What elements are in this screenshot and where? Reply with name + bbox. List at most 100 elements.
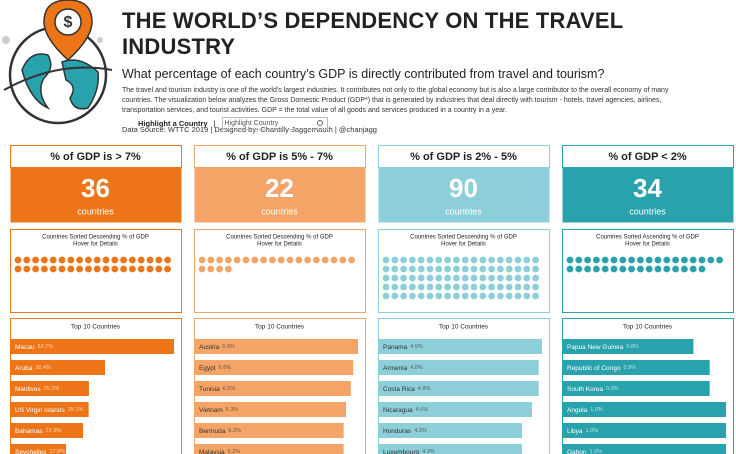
country-dot (409, 283, 416, 291)
country-dot (601, 265, 609, 273)
country-dot (23, 265, 31, 273)
country-dot (321, 256, 329, 264)
country-dot (435, 265, 443, 273)
country-dot (111, 265, 119, 273)
value-label: 6.2% (228, 428, 241, 434)
country-dot (32, 256, 39, 264)
bar-label: Bahamas 23.3% (15, 428, 61, 435)
value-label: 6.2% (228, 449, 241, 454)
panel: % of GDP is > 7% 36 countries Countries Sor… (10, 145, 182, 454)
country-dot (532, 283, 539, 291)
country-dot (593, 265, 600, 273)
country-dot (58, 256, 66, 264)
bar (563, 423, 726, 438)
category-label: Egypt (199, 365, 216, 372)
count-label: countries (261, 206, 298, 216)
category-label: Angola (567, 407, 588, 414)
bar (195, 381, 351, 396)
country-dot (146, 256, 154, 264)
category-label: Republic of Congo (567, 365, 621, 372)
dots-caption: Countries Sorted Ascending % of GDP (596, 235, 699, 241)
count-label: countries (77, 206, 114, 216)
country-dot (689, 265, 697, 273)
category-label: Bahamas (15, 428, 43, 435)
country-dot (497, 256, 504, 264)
value-label: 23.3% (45, 428, 61, 434)
bar-label: Gabon 1.0% (567, 449, 602, 454)
bar-label: Maldives 25.2% (15, 386, 59, 393)
value-label: 1.0% (586, 428, 599, 434)
value-label: 0.8% (626, 344, 639, 350)
bar (563, 444, 726, 454)
country-dot (435, 274, 443, 282)
country-dot (470, 292, 478, 300)
country-dot (313, 256, 320, 264)
country-dot (49, 265, 57, 273)
country-dot (400, 265, 407, 273)
country-dot (681, 256, 688, 264)
bar-label: Bermuda 6.2% (199, 428, 241, 435)
country-dot (707, 256, 715, 264)
dots-box (194, 229, 366, 313)
bar (11, 381, 89, 396)
country-dot (233, 256, 241, 264)
category-label: Seychelles (15, 449, 47, 454)
bar-label: US Virgin Islands 25.1% (15, 407, 83, 414)
country-dot (523, 265, 531, 273)
country-dot (400, 283, 407, 291)
country-dot (488, 283, 495, 291)
bar (563, 339, 694, 354)
bar-label: Honduras 4.3% (383, 428, 427, 435)
country-dot (584, 256, 591, 264)
country-dot (382, 283, 390, 291)
country-dot (488, 256, 495, 264)
country-dot (111, 256, 119, 264)
country-dot (409, 274, 416, 282)
country-dot (85, 265, 92, 273)
country-dot (49, 256, 57, 264)
search-box[interactable]: Highlight Country (221, 117, 328, 130)
bar-label: Malaysia 6.2% (199, 449, 240, 454)
country-dot (645, 256, 653, 264)
bar-label: Costa Rica 4.8% (383, 386, 430, 393)
country-dot (426, 292, 434, 300)
country-dot (164, 265, 172, 273)
category-label: Tunisia (199, 386, 220, 393)
bar-label: Papua New Guinea 0.8% (567, 344, 639, 351)
country-dot (417, 283, 425, 291)
bar (563, 402, 726, 417)
country-dot (391, 265, 399, 273)
country-dot (637, 265, 644, 273)
country-dot (488, 274, 495, 282)
count-label: countries (445, 206, 482, 216)
value-label: 25.1% (68, 407, 84, 413)
dots-caption: Countries Sorted Descending % of GDP (410, 235, 517, 241)
category-label: Austria (199, 344, 220, 351)
country-dot (698, 256, 706, 264)
country-dot (400, 292, 407, 300)
country-dot (409, 265, 416, 273)
country-dot (497, 265, 504, 273)
country-dot (295, 256, 303, 264)
country-dot (286, 256, 294, 264)
country-dot (532, 292, 539, 300)
country-dot (689, 256, 697, 264)
country-dot (102, 265, 110, 273)
country-dot (14, 265, 22, 273)
country-dot (672, 256, 679, 264)
country-dot (514, 256, 522, 264)
count: 22 (265, 173, 294, 203)
bar (11, 339, 174, 354)
country-dot (426, 265, 434, 273)
country-dot (155, 256, 163, 264)
bar-label: Luxembourg 4.3% (383, 449, 435, 454)
country-dot (67, 265, 75, 273)
country-dot (453, 274, 460, 282)
bar-label: Nicaragua 4.6% (383, 407, 428, 414)
country-dot (435, 256, 443, 264)
country-dot (382, 274, 390, 282)
value-label: 4.8% (410, 365, 423, 371)
country-dot (348, 256, 355, 264)
